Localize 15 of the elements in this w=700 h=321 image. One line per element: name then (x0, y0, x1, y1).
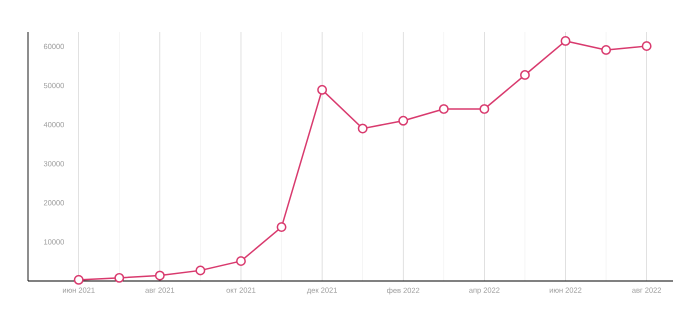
point (479, 104, 490, 114)
point (642, 41, 652, 51)
point (195, 266, 206, 276)
point (114, 272, 124, 283)
point (236, 256, 246, 266)
point (560, 36, 570, 46)
point (358, 124, 368, 134)
point (317, 84, 328, 95)
point (74, 274, 84, 285)
point (398, 116, 408, 126)
point (520, 70, 530, 80)
point (276, 222, 286, 232)
point (438, 104, 449, 114)
point (601, 45, 612, 55)
point (154, 270, 165, 280)
